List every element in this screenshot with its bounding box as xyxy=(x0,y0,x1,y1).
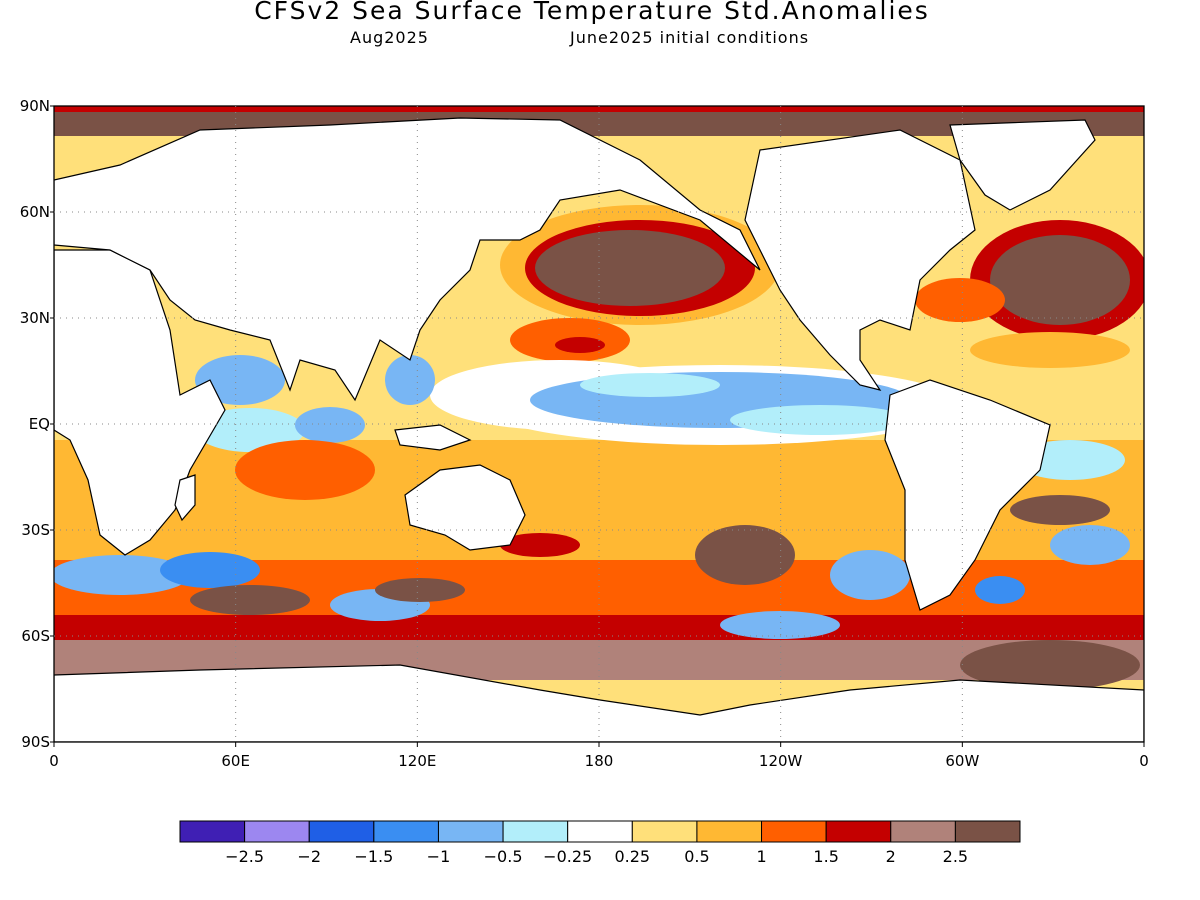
colorbar-level-label: −0.5 xyxy=(484,847,523,866)
colorbar-swatch xyxy=(308,820,375,843)
colorbar-level-label: −2.5 xyxy=(225,847,264,866)
colorbar-swatch xyxy=(567,820,633,843)
colorbar-level-label: 0.25 xyxy=(614,847,650,866)
graticule xyxy=(54,106,1144,742)
colorbar-swatch xyxy=(954,820,1021,843)
land-mask xyxy=(54,117,1144,742)
colorbar-level-label: 1.5 xyxy=(813,847,838,866)
longitude-label: 60E xyxy=(221,752,250,770)
longitude-label: 0 xyxy=(1139,752,1149,770)
longitude-label: 120E xyxy=(398,752,436,770)
colorbar-swatch xyxy=(890,820,956,843)
colorbar-level-label: 1 xyxy=(756,847,766,866)
colorbar-level-label: −1 xyxy=(427,847,451,866)
latitude-labels: 90N 60N 30N EQ 30S 60S 90S xyxy=(20,97,54,751)
colorbar-swatch xyxy=(437,820,504,843)
colorbar: −2.5 −2 −1.5 −1 −0.5 −0.25 0.25 0.5 1 1.5 2 2.5 xyxy=(179,820,1021,866)
latitude-label: 30S xyxy=(21,521,50,539)
colorbar-swatch xyxy=(696,820,763,843)
latitude-label: 60S xyxy=(21,627,50,645)
latitude-label: 60N xyxy=(20,203,50,221)
longitude-label: 120W xyxy=(759,752,803,770)
colorbar-level-label: −2 xyxy=(297,847,321,866)
initial-conditions-label: June2025 initial conditions xyxy=(570,28,810,47)
longitude-label: 0 xyxy=(49,752,59,770)
latitude-label: 90N xyxy=(20,97,50,115)
colorbar-swatch xyxy=(761,820,827,843)
anomaly-field xyxy=(54,106,1144,742)
colorbar-level-label: −1.5 xyxy=(354,847,393,866)
longitude-label: 180 xyxy=(585,752,614,770)
latitude-label: EQ xyxy=(29,415,50,433)
colorbar-swatch xyxy=(244,820,310,843)
valid-month-label: Aug2025 xyxy=(350,28,429,47)
colorbar-swatch xyxy=(502,820,569,843)
latitude-label: 30N xyxy=(20,309,50,327)
map-title: CFSv2 Sea Surface Temperature Std.Anomal… xyxy=(254,0,930,25)
colorbar-swatch xyxy=(179,820,246,843)
longitude-labels: 0 60E 120E 180 120W 60W 0 xyxy=(49,742,1149,770)
colorbar-swatch xyxy=(631,820,698,843)
longitude-label: 60W xyxy=(945,752,979,770)
colorbar-level-label: −0.25 xyxy=(543,847,592,866)
colorbar-level-label: 2 xyxy=(886,847,896,866)
colorbar-swatch xyxy=(825,820,892,843)
colorbar-level-label: 2.5 xyxy=(943,847,968,866)
colorbar-swatch xyxy=(373,820,439,843)
colorbar-level-label: 0.5 xyxy=(684,847,709,866)
latitude-label: 90S xyxy=(21,733,50,751)
